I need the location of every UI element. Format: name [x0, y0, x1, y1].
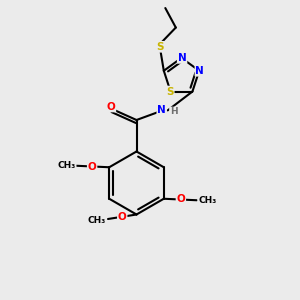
Text: O: O: [88, 161, 97, 172]
Text: CH₃: CH₃: [198, 196, 216, 205]
Text: O: O: [106, 101, 116, 112]
Text: H: H: [170, 107, 178, 116]
Text: CH₃: CH₃: [58, 161, 76, 170]
Text: N: N: [195, 66, 204, 76]
Text: N: N: [178, 53, 187, 63]
Text: O: O: [176, 194, 185, 205]
Text: O: O: [118, 212, 127, 222]
Text: S: S: [166, 86, 174, 97]
Text: N: N: [157, 105, 166, 115]
Text: S: S: [157, 42, 164, 52]
Text: CH₃: CH₃: [88, 216, 106, 225]
